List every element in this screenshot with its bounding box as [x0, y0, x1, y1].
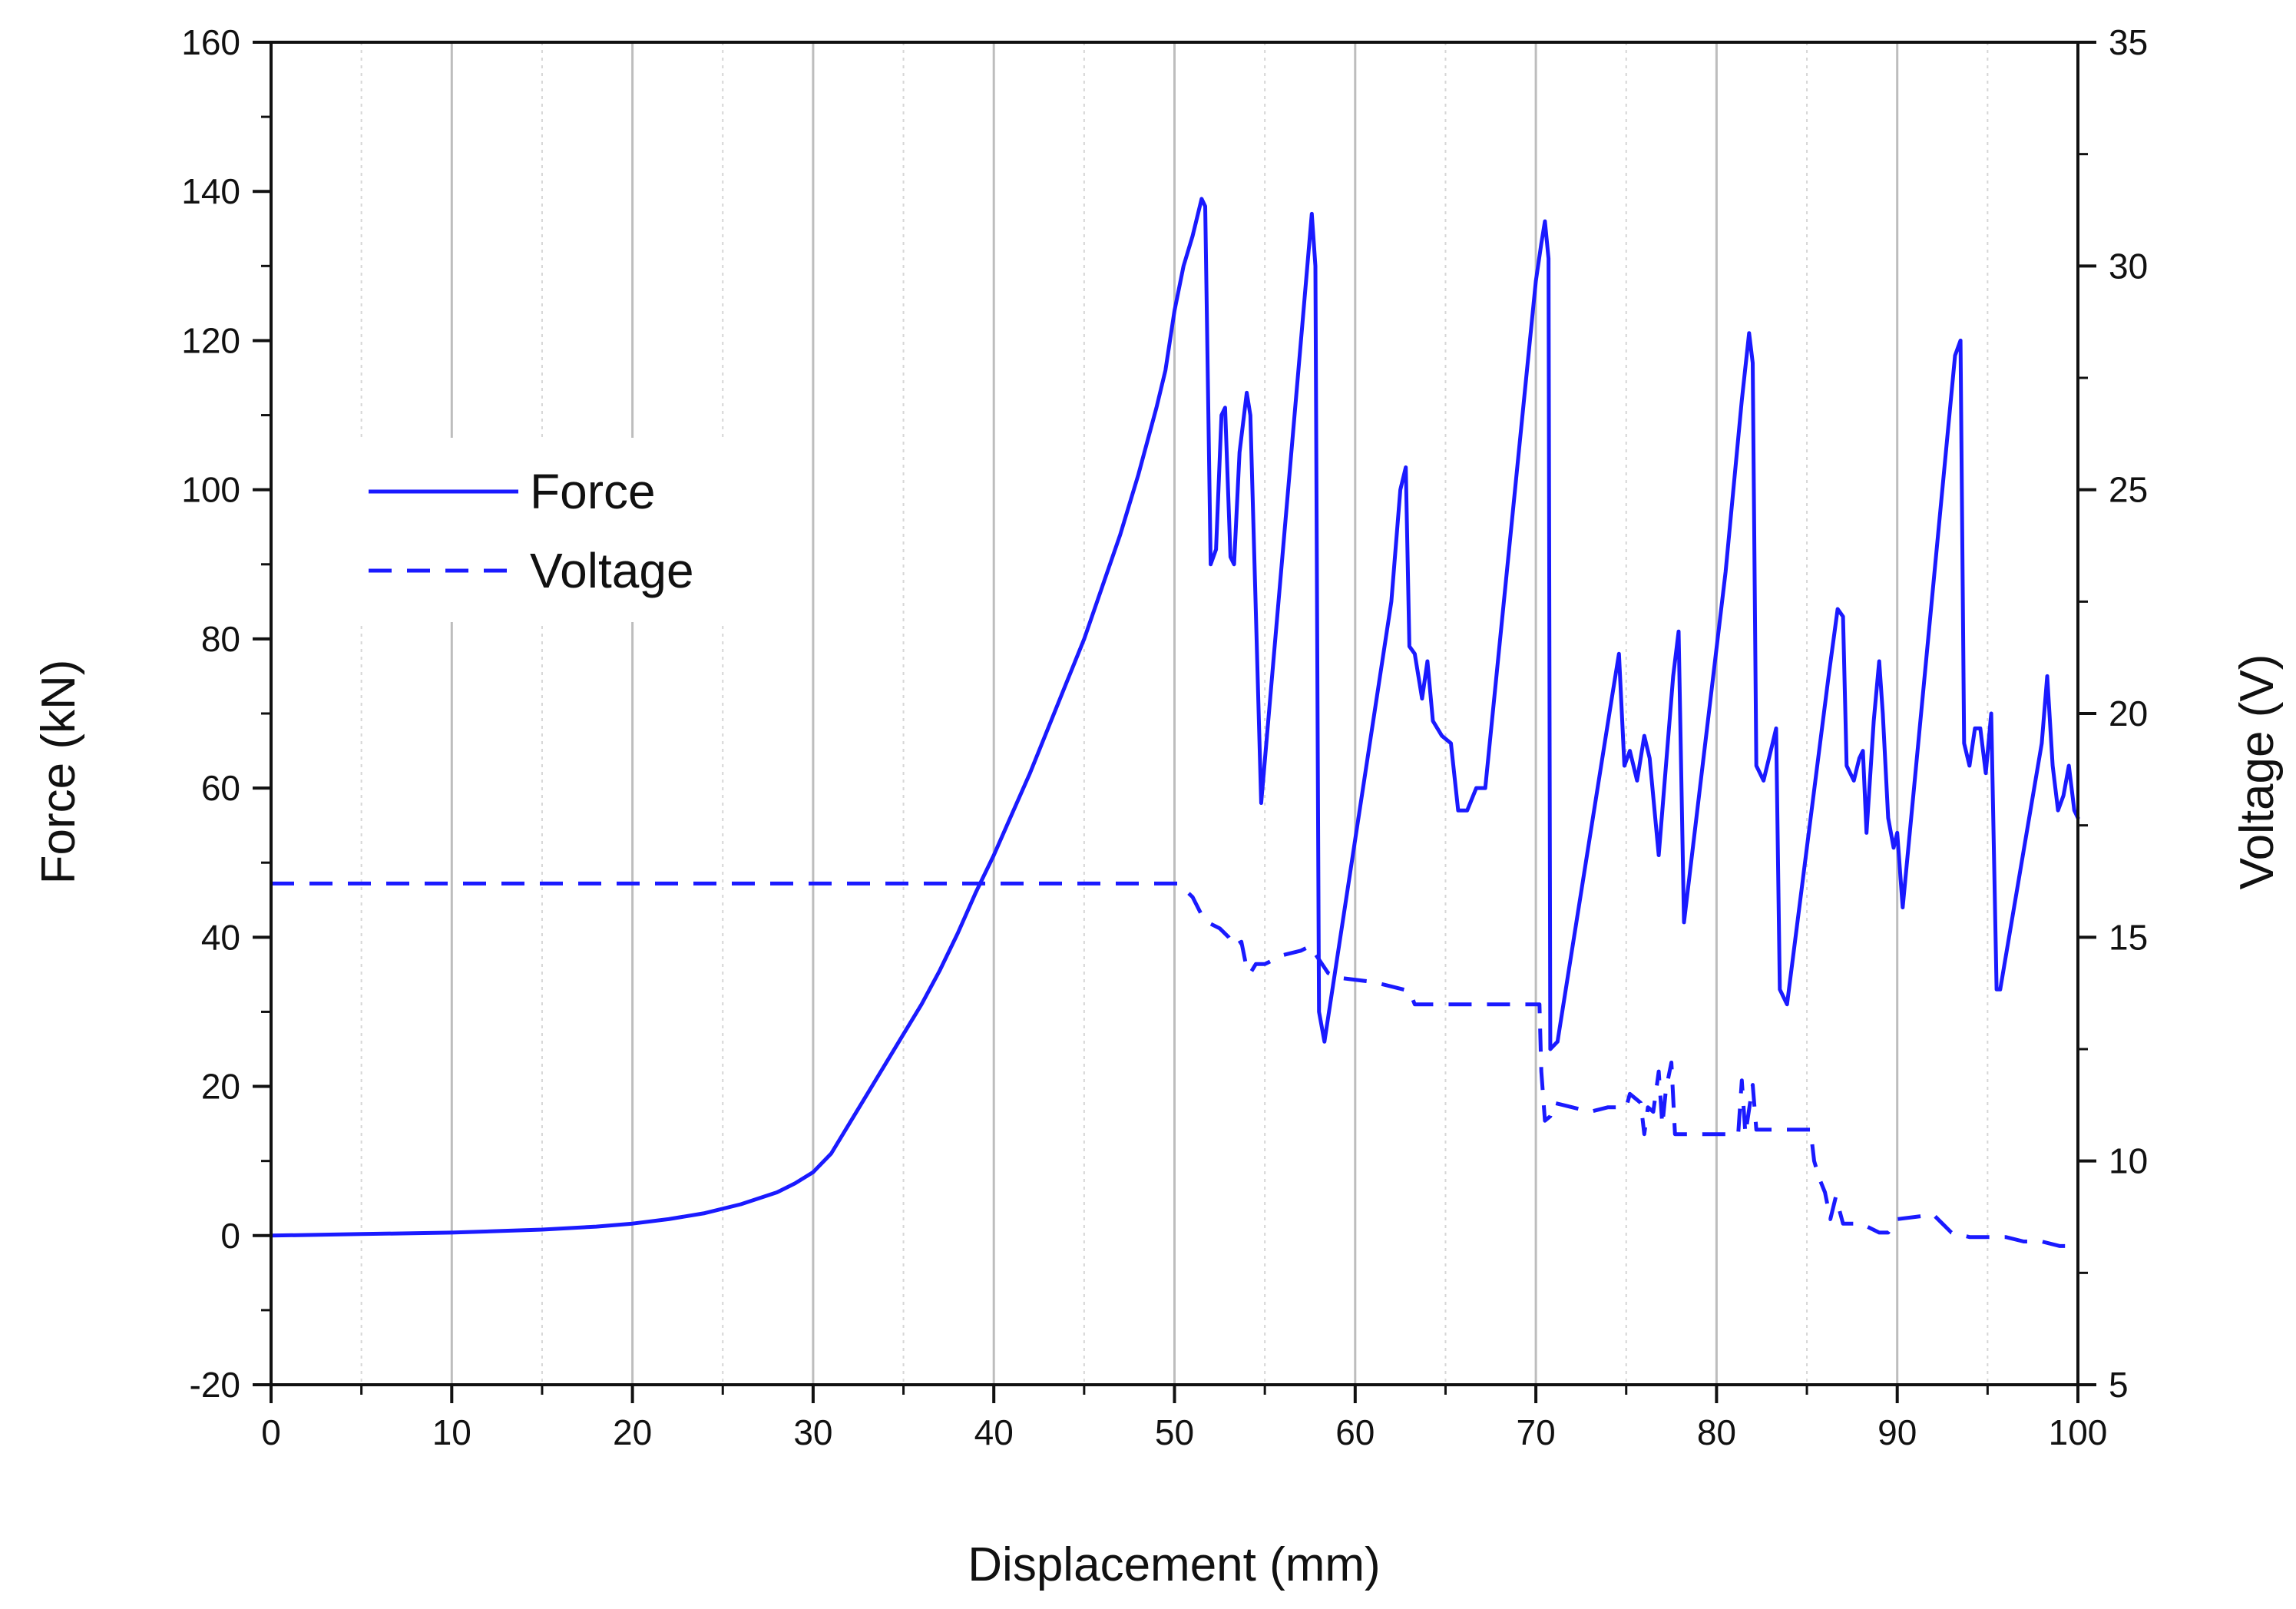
y2-tick-label: 10: [2109, 1141, 2148, 1181]
series-layer: [269, 197, 2080, 1248]
y-tick-label: 0: [220, 1216, 240, 1256]
y2-tick-label: 25: [2109, 470, 2148, 510]
y-tick-label: 160: [181, 22, 240, 62]
y2-tick-label: 5: [2109, 1365, 2129, 1405]
x-tick-label: 40: [974, 1412, 1014, 1452]
x-tick-label: 60: [1335, 1412, 1375, 1452]
y-tick-label: 120: [181, 320, 240, 360]
y-tick-label: 40: [201, 917, 240, 957]
force-series-line: [269, 197, 2080, 1238]
x-tick-label: 20: [613, 1412, 652, 1452]
x-tick-label: 50: [1155, 1412, 1194, 1452]
x-axis-title: Displacement (mm): [968, 1538, 1380, 1591]
y-tick-label: 20: [201, 1067, 240, 1107]
y2-axis-title: Voltage (V): [2231, 654, 2284, 890]
legend-voltage-label: Voltage: [530, 543, 694, 598]
legend-background: [338, 438, 768, 622]
x-tick-label: 10: [432, 1412, 471, 1452]
x-tick-label: 100: [2049, 1412, 2108, 1452]
y2-tick-label: 30: [2109, 246, 2148, 286]
y2-tick-label: 15: [2109, 917, 2148, 957]
y2-tick-label: 20: [2109, 694, 2148, 733]
x-tick-label: 30: [793, 1412, 832, 1452]
legend-force-label: Force: [530, 464, 656, 519]
y-tick-label: -20: [190, 1365, 240, 1405]
grid-layer: [360, 42, 1989, 1385]
y-tick-label: 100: [181, 470, 240, 510]
x-tick-label: 70: [1517, 1412, 1556, 1452]
ticks-layer: 0 10 20 30 40 50 60 70 80 90 100 -20 0 20 40 60 80 100 120…: [181, 22, 2148, 1452]
y-axis-title: Force (kN): [32, 660, 85, 885]
legend: Force Voltage: [338, 438, 768, 622]
y-tick-label: 60: [201, 768, 240, 808]
x-tick-label: 90: [1877, 1412, 1917, 1452]
voltage-series-line: [271, 881, 2078, 1248]
y-tick-label: 140: [181, 171, 240, 211]
y-tick-label: 80: [201, 619, 240, 659]
x-tick-label: 0: [261, 1412, 281, 1452]
x-tick-label: 80: [1697, 1412, 1736, 1452]
y2-tick-label: 35: [2109, 22, 2148, 62]
